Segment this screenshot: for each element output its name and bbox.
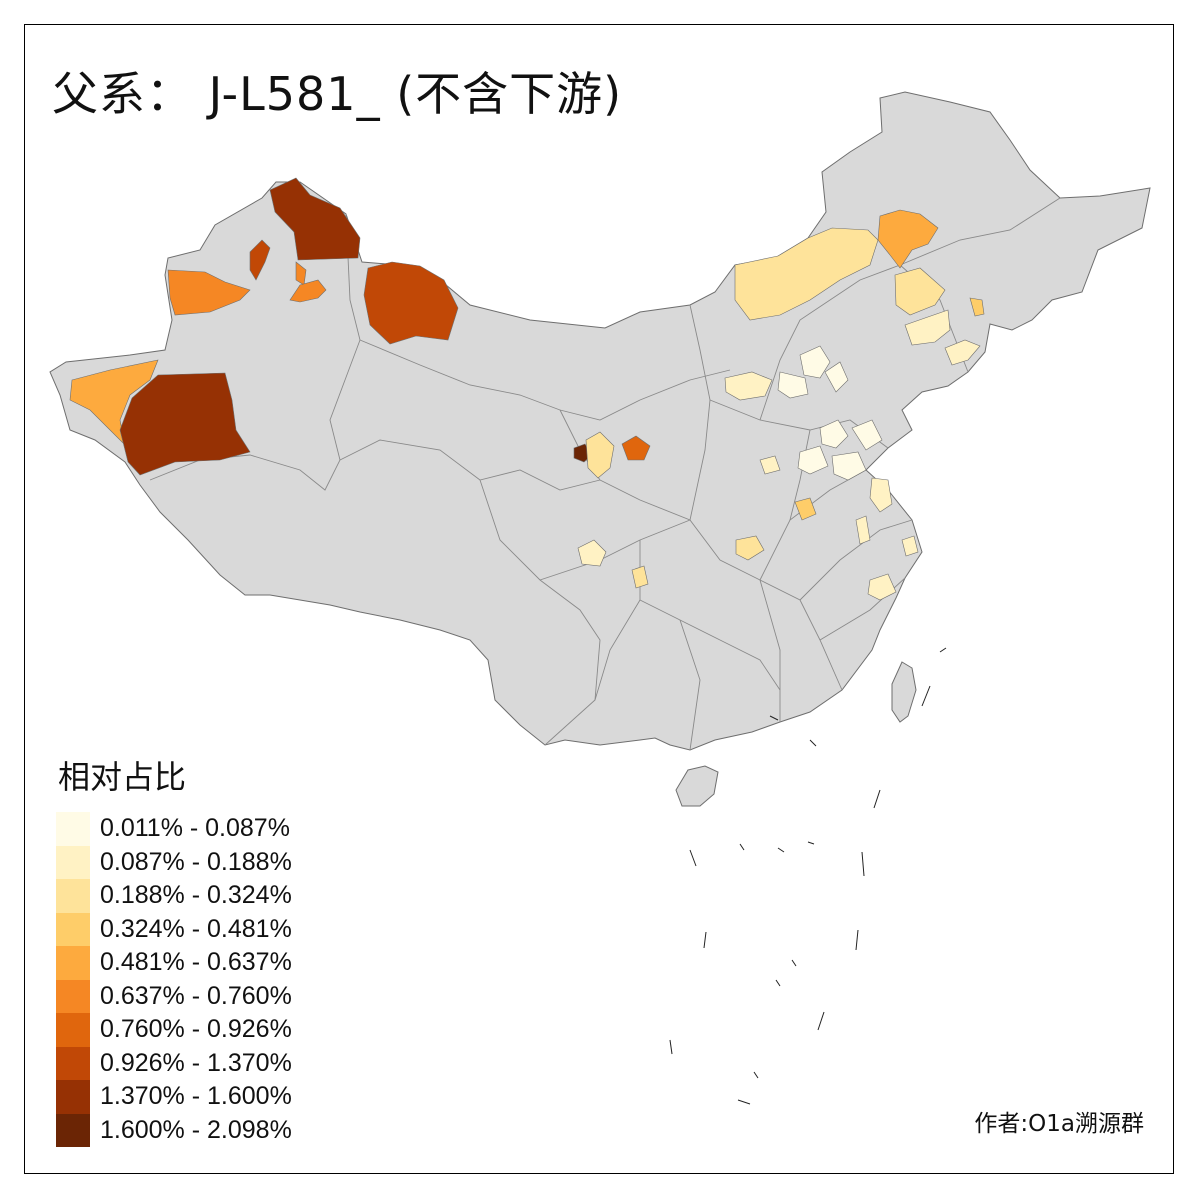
region-anhui-a [794,497,817,521]
region-shanxi-a [724,371,773,401]
legend-label: 0.188% - 0.324% [100,881,292,910]
legend-item: 0.324% - 0.481% [56,912,292,946]
region-jilin-west [894,267,946,316]
legend-swatch [56,912,90,946]
region-karamay [249,239,271,281]
south-china-sea-islands [669,647,947,1105]
region-shandong-a [819,419,849,449]
data-regions [69,177,985,601]
legend-item: 0.481% - 0.637% [56,946,292,980]
legend-swatch [56,879,90,913]
legend-label: 0.324% - 0.481% [100,914,292,943]
region-inner-mongolia-central [734,227,879,321]
region-hebei-b [824,361,849,393]
region-henan-a [797,445,829,475]
region-zhejiang [901,535,919,557]
region-henan-c [831,451,867,481]
region-liaoning [904,309,951,346]
legend-item: 0.188% - 0.324% [56,879,292,913]
legend-label: 1.370% - 1.600% [100,1082,292,1111]
region-gansu-mid [585,431,615,479]
region-anhui-b [855,515,871,545]
legend-label: 0.087% - 0.188% [100,847,292,876]
legend-item: 0.926% - 1.370% [56,1046,292,1080]
author-credit: 作者:O1a溯源群 [974,1111,1144,1137]
map-title: 父系： J-L581_ (不含下游) [52,67,623,121]
region-sichuan [577,539,607,567]
legend-swatch [56,845,90,879]
region-ili [167,269,251,316]
legend-swatch [56,1080,90,1114]
legend-swatch [56,946,90,980]
legend-swatch [56,979,90,1013]
region-ningxia-orange [621,435,651,461]
region-hotan [119,372,251,476]
legend-label: 0.637% - 0.760% [100,981,292,1010]
legend-item: 0.637% - 0.760% [56,979,292,1013]
legend-swatch [56,1013,90,1047]
legend-label: 0.481% - 0.637% [100,948,292,977]
legend-item: 1.600% - 2.098% [56,1113,292,1147]
region-altay [269,177,361,261]
legend-swatch [56,812,90,846]
hainan-island [675,765,719,807]
legend: 相对占比 0.011% - 0.087% 0.087% - 0.188% 0.1… [56,752,292,1147]
legend-item: 1.370% - 1.600% [56,1080,292,1114]
legend-label: 0.760% - 0.926% [100,1015,292,1044]
legend-item: 0.087% - 0.188% [56,845,292,879]
legend-label: 1.600% - 2.098% [100,1115,292,1144]
legend-item: 0.760% - 0.926% [56,1013,292,1047]
region-jiangsu [869,477,893,513]
legend-label: 0.926% - 1.370% [100,1048,292,1077]
region-fujian [867,573,897,601]
legend-rows: 0.011% - 0.087% 0.087% - 0.188% 0.188% -… [56,812,292,1147]
region-heilongjiang-east [969,297,985,317]
region-hebei-a [799,345,831,379]
region-liaodong [944,339,981,366]
legend-label: 0.011% - 0.087% [100,814,290,843]
legend-swatch [56,1113,90,1147]
region-kashgar [69,359,159,446]
region-henan-b [759,455,781,475]
legend-swatch [56,1046,90,1080]
region-shandong-b [851,419,883,451]
legend-title: 相对占比 [58,758,187,796]
taiwan-island [891,661,917,723]
region-shanxi-b [777,371,809,399]
legend-item: 0.011% - 0.087% [56,812,292,846]
region-hami [363,261,459,345]
region-chongqing [631,565,649,589]
region-hubei [735,535,765,561]
region-changji [289,279,327,303]
region-hulunbuir [877,209,939,269]
